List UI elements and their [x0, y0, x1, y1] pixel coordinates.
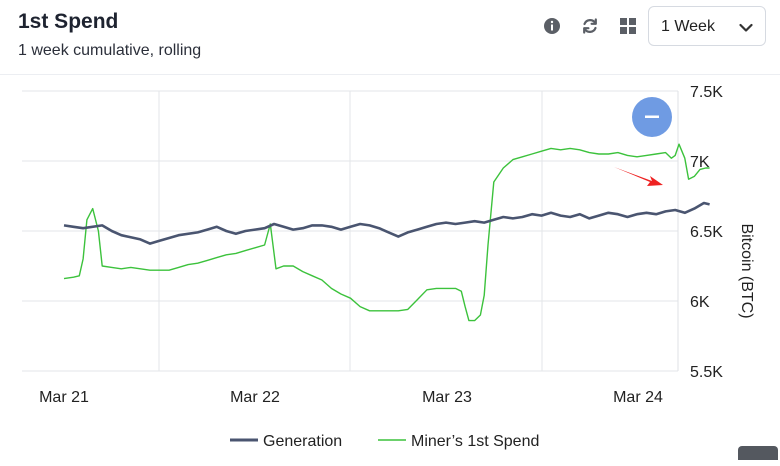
x-tick-label: Mar 24: [613, 389, 663, 406]
chevron-down-icon: [739, 20, 753, 38]
x-tick-label: Mar 21: [39, 389, 89, 406]
chart-legend: Generation Miner’s 1st Spend: [230, 433, 539, 450]
refresh-icon[interactable]: [580, 16, 600, 36]
series-line-miners-1st-spend: [63, 143, 710, 322]
legend-label-generation: Generation: [263, 433, 342, 450]
line-chart: Mar 21 Mar 22 Mar 23 Mar 24 7.5K 7K 6.5K 6K 5.5…: [22, 84, 755, 450]
y-tick-label: 6K: [690, 294, 710, 311]
annotation-arrow: [614, 167, 663, 186]
period-select-value: 1 Week: [661, 18, 715, 35]
x-tick-label: Mar 22: [230, 389, 280, 406]
x-tick-label: Mar 23: [422, 389, 472, 406]
y-axis-label: Bitcoin (BTC): [738, 223, 755, 318]
minus-icon: [645, 115, 659, 118]
y-tick-label: 7.5K: [690, 84, 723, 101]
series-line-generation: [63, 201, 710, 245]
legend-label-miners-1st-spend: Miner’s 1st Spend: [411, 433, 539, 450]
info-icon[interactable]: [542, 16, 562, 36]
chart-grid: [22, 90, 679, 372]
corner-tab-button[interactable]: [738, 446, 778, 460]
widget-header: 1st Spend 1 week cumulative, rolling 1 W…: [0, 0, 780, 74]
chart-series: [63, 143, 710, 322]
period-select[interactable]: 1 Week: [648, 6, 766, 46]
y-tick-label: 6.5K: [690, 224, 723, 241]
chart-area: Mar 21 Mar 22 Mar 23 Mar 24 7.5K 7K 6.5K 6K 5.5…: [0, 74, 780, 461]
grid-icon[interactable]: [618, 16, 638, 36]
zoom-out-button[interactable]: [632, 97, 672, 137]
x-axis: Mar 21 Mar 22 Mar 23 Mar 24: [39, 389, 663, 406]
y-tick-label: 7K: [690, 154, 710, 171]
y-tick-label: 5.5K: [690, 364, 723, 381]
y-axis: 7.5K 7K 6.5K 6K 5.5K: [690, 84, 723, 381]
widget-subtitle: 1 week cumulative, rolling: [18, 42, 202, 59]
widget-title: 1st Spend: [18, 10, 119, 33]
